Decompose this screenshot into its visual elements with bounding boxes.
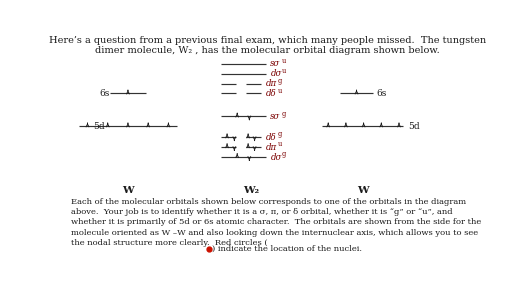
Text: Each of the molecular orbitals shown below corresponds to one of the orbitals in: Each of the molecular orbitals shown bel… <box>72 198 467 206</box>
Text: W: W <box>122 186 134 194</box>
Text: sσ: sσ <box>270 112 281 121</box>
Text: g: g <box>282 150 286 158</box>
Text: dimer molecule, W₂ , has the molecular orbital diagram shown below.: dimer molecule, W₂ , has the molecular o… <box>95 46 440 55</box>
Text: dπ: dπ <box>266 143 277 152</box>
Text: 5d: 5d <box>408 122 420 131</box>
Text: dδ: dδ <box>266 133 277 142</box>
Text: above.  Your job is to identify whether it is a σ, π, or δ orbital, whether it i: above. Your job is to identify whether i… <box>72 208 453 216</box>
Text: W₂: W₂ <box>243 186 259 194</box>
Text: sσ: sσ <box>270 59 281 68</box>
Text: g: g <box>282 110 286 118</box>
Text: u: u <box>278 141 282 148</box>
Text: molecule oriented as W –W and also looking down the internuclear axis, which all: molecule oriented as W –W and also looki… <box>72 229 479 237</box>
Text: dδ: dδ <box>266 89 277 98</box>
Text: 6s: 6s <box>376 89 386 98</box>
Text: W: W <box>357 186 369 194</box>
Text: ) indicate the location of the nuclei.: ) indicate the location of the nuclei. <box>212 244 362 253</box>
Text: Here’s a question from a previous final exam, which many people missed.  The tun: Here’s a question from a previous final … <box>49 36 486 45</box>
Text: g: g <box>278 77 282 85</box>
Text: u: u <box>282 57 286 65</box>
Text: dσ: dσ <box>270 152 282 162</box>
Text: u: u <box>282 67 286 75</box>
Text: dπ: dπ <box>266 79 277 88</box>
Text: u: u <box>278 87 282 95</box>
Text: dσ: dσ <box>270 69 282 78</box>
Text: 6s: 6s <box>100 89 110 98</box>
Text: 5d: 5d <box>93 122 104 131</box>
Text: g: g <box>278 131 282 139</box>
Text: the nodal structure more clearly.  Red circles (: the nodal structure more clearly. Red ci… <box>72 239 268 247</box>
Text: whether it is primarily of 5d or 6s atomic character.  The orbitals are shown fr: whether it is primarily of 5d or 6s atom… <box>72 218 482 226</box>
